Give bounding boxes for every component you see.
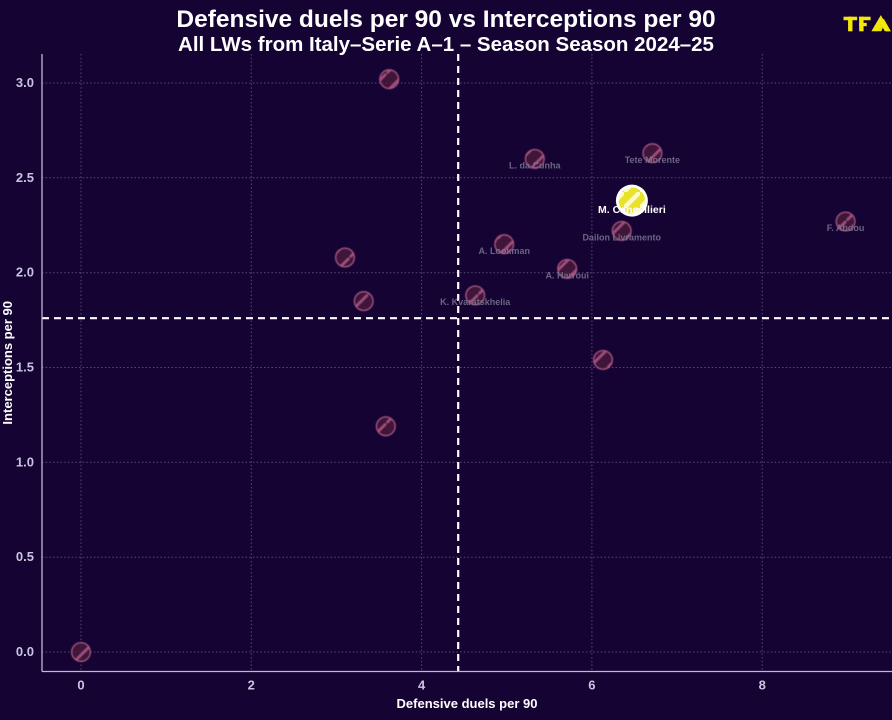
svg-text:8: 8 [759, 678, 766, 693]
svg-text:Dailon Livramento: Dailon Livramento [582, 233, 661, 243]
svg-text:0.0: 0.0 [16, 644, 34, 659]
svg-text:Tete Morente: Tete Morente [625, 155, 680, 165]
svg-text:6: 6 [588, 678, 595, 693]
svg-text:0.5: 0.5 [16, 549, 34, 564]
svg-text:3.0: 3.0 [16, 75, 34, 90]
svg-text:A. Lookman: A. Lookman [478, 246, 530, 256]
svg-text:K. Kvaratskhelia: K. Kvaratskhelia [440, 297, 511, 307]
svg-text:L. da Cunha: L. da Cunha [509, 161, 561, 171]
svg-text:2: 2 [248, 678, 255, 693]
svg-text:A. Harroui: A. Harroui [545, 271, 589, 281]
svg-text:1.0: 1.0 [16, 454, 34, 469]
svg-text:M. Cancellieri: M. Cancellieri [598, 204, 666, 216]
svg-text:1.5: 1.5 [16, 360, 34, 375]
svg-text:2.5: 2.5 [16, 170, 34, 185]
svg-text:2.0: 2.0 [16, 265, 34, 280]
svg-text:0: 0 [77, 678, 84, 693]
svg-text:4: 4 [418, 678, 426, 693]
svg-text:Defensive duels per 90: Defensive duels per 90 [397, 696, 538, 711]
svg-text:Interceptions per 90: Interceptions per 90 [0, 301, 15, 425]
svg-text:F. Abdou: F. Abdou [827, 223, 865, 233]
